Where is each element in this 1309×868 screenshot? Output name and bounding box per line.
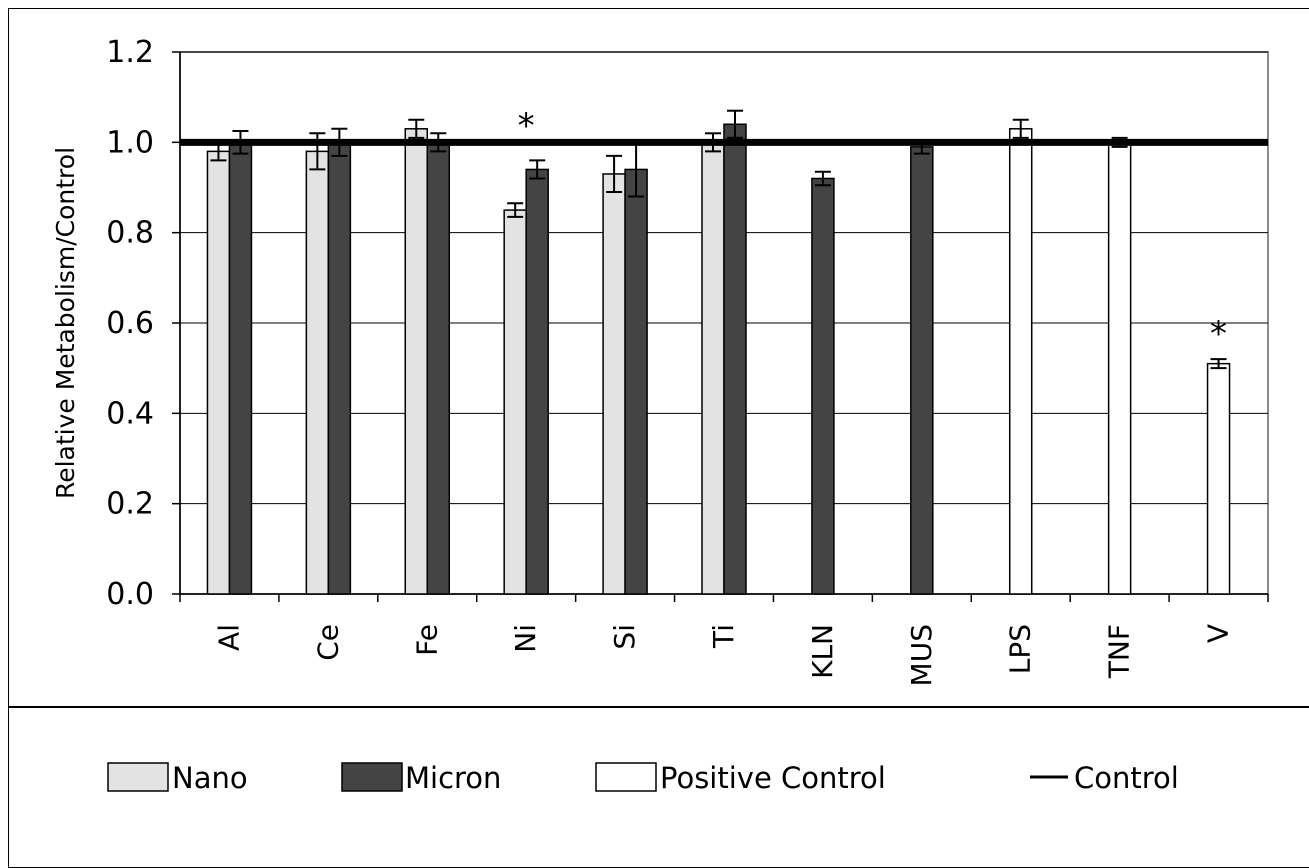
significance-marker: *	[1210, 314, 1227, 354]
legend-swatch-positive-control	[595, 762, 657, 792]
significance-marker: *	[518, 106, 535, 146]
bar-micron	[811, 177, 835, 595]
chart: 0.0 0.2 0.4 0.6 0.8 1.0 1.2 Al Ce Fe Ni Si Ti KLN MUS L…	[8, 35, 1309, 795]
legend-swatch-nano	[107, 762, 169, 792]
y-tick-label: 1.0	[106, 125, 154, 160]
y-axis-title: Relative Metabolism/Control	[51, 147, 80, 499]
bar-nano	[404, 128, 429, 595]
legend: Nano Micron Positive Control Control	[107, 761, 1179, 795]
bar-nano	[305, 150, 330, 595]
y-tick-label: 1.2	[106, 35, 154, 70]
bar-micron	[525, 168, 549, 595]
legend-label-nano: Nano	[172, 761, 248, 795]
bar-micron	[624, 168, 648, 595]
bar-micron	[327, 141, 352, 595]
x-tick-label: MUS	[905, 624, 938, 686]
y-tick-label: 0.2	[106, 487, 154, 522]
bar-micron	[723, 123, 747, 595]
x-tick-label: Ti	[707, 624, 740, 649]
x-tick-label: Al	[212, 624, 245, 651]
legend-label-micron: Micron	[405, 761, 501, 795]
x-tick-label: Fe	[410, 624, 443, 656]
y-tick-label: 0.0	[106, 577, 154, 612]
plot-area: 0.0 0.2 0.4 0.6 0.8 1.0 1.2 Al Ce Fe Ni Si Ti KLN MUS L…	[106, 35, 1269, 686]
x-tick-label: Ce	[311, 624, 344, 661]
x-tick-label: KLN	[806, 624, 839, 679]
y-tick-label: 0.6	[106, 306, 154, 341]
x-tick-label: Si	[608, 624, 641, 650]
x-tick-label: V	[1202, 624, 1235, 643]
x-tick-label: LPS	[1004, 624, 1037, 674]
bar-positive-control	[1107, 141, 1132, 595]
y-tick-label: 0.8	[106, 216, 154, 251]
bar-nano	[503, 209, 527, 595]
bar-micron	[228, 141, 253, 595]
bar-micron	[426, 141, 451, 595]
bar-positive-control	[1008, 128, 1033, 595]
bar-micron	[910, 146, 934, 595]
bar-nano	[701, 141, 725, 595]
legend-label-positive-control: Positive Control	[660, 761, 886, 795]
x-tick-label: Ni	[509, 624, 542, 653]
y-tick-label: 0.4	[106, 396, 154, 431]
legend-swatch-micron	[341, 762, 403, 792]
legend-label-control: Control	[1074, 761, 1179, 795]
x-tick-label: TNF	[1103, 624, 1136, 679]
bar-nano	[602, 173, 626, 595]
bar-nano	[206, 150, 231, 595]
bar-positive-control	[1206, 362, 1231, 595]
